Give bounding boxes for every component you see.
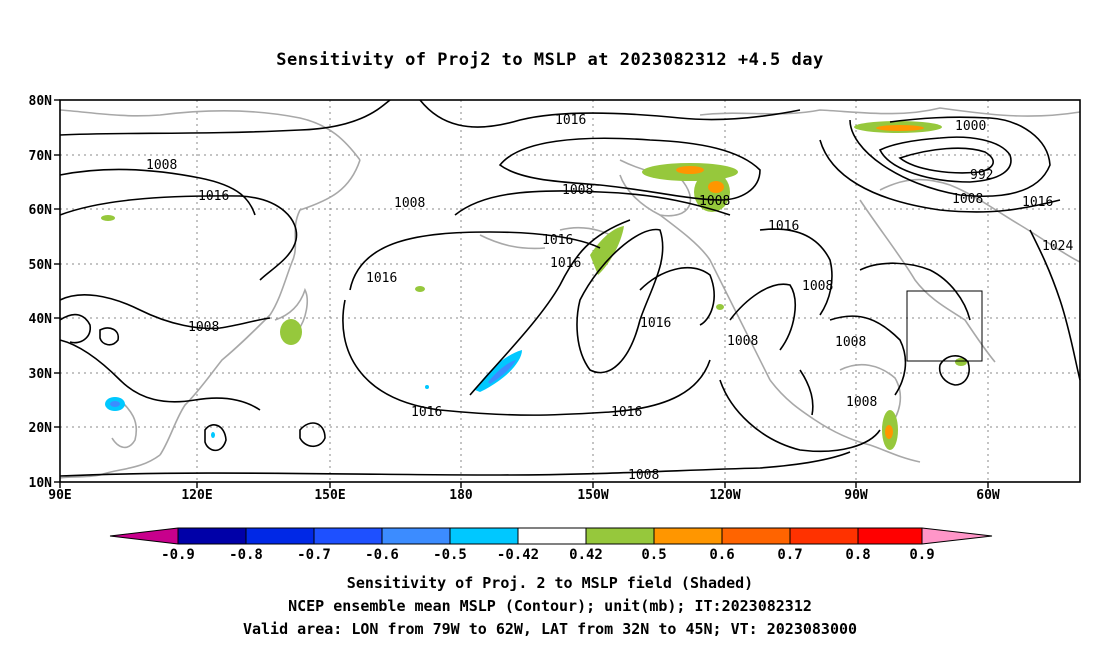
colorbar-label: -0.7 <box>297 547 331 563</box>
contour-label: 1008 <box>628 468 659 483</box>
contour-label: 1008 <box>802 279 833 294</box>
colorbar-label: -0.6 <box>365 547 399 563</box>
contour-label: 1008 <box>699 194 730 209</box>
colorbar-label: 0.6 <box>709 547 734 563</box>
y-tick-label: 60N <box>29 203 53 218</box>
colorbar-label: 0.7 <box>777 547 802 563</box>
x-tick-label: 90W <box>844 488 868 503</box>
coastlines <box>59 107 1081 479</box>
colorbar-label: -0.42 <box>497 547 539 563</box>
contour-label: 1016 <box>768 219 799 234</box>
map-title: Sensitivity of Proj2 to MSLP at 20230823… <box>276 50 824 70</box>
caption-line-3: Valid area: LON from 79W to 62W, LAT fro… <box>242 620 858 638</box>
contour-label: 1016 <box>555 113 586 128</box>
y-tick-label: 40N <box>29 312 53 327</box>
contour-label: 992 <box>970 168 993 183</box>
colorbar-cell <box>722 528 790 544</box>
x-tick-label: 120W <box>709 488 740 503</box>
colorbar-cell <box>178 528 246 544</box>
grid-lines <box>60 100 1080 482</box>
caption-line-1: Sensitivity of Proj. 2 to MSLP field (Sh… <box>346 574 754 592</box>
x-tick-label: 90E <box>48 488 71 503</box>
valid-area-box <box>906 290 983 362</box>
y-tick-label: 10N <box>29 476 53 491</box>
y-tick-label: 50N <box>29 258 53 273</box>
sensitivity-shading <box>101 121 967 450</box>
x-tick-label: 180 <box>449 488 473 503</box>
colorbar-cell <box>518 528 586 544</box>
colorbar-cell <box>790 528 858 544</box>
contour-label: 1008 <box>146 158 177 173</box>
colorbar-cell <box>246 528 314 544</box>
y-tick-label: 30N <box>29 367 53 382</box>
contour-label: 1008 <box>188 320 219 335</box>
colorbar-cell <box>450 528 518 544</box>
caption-line-2: NCEP ensemble mean MSLP (Contour); unit(… <box>288 597 812 615</box>
colorbar-cell <box>314 528 382 544</box>
contour-label: 1016 <box>1022 195 1053 210</box>
colorbar-label: 0.5 <box>641 547 666 563</box>
colorbar-label: 0.8 <box>845 547 870 563</box>
y-tick-label: 70N <box>29 149 53 164</box>
x-tick-label: 60W <box>976 488 1000 503</box>
contour-label: 1016 <box>366 271 397 286</box>
map-frame <box>59 99 1081 483</box>
colorbar-cell <box>110 528 178 544</box>
colorbar-cell <box>586 528 654 544</box>
x-tick-label: 150E <box>314 488 345 503</box>
colorbar-label: 0.42 <box>569 547 603 563</box>
colorbar-cell <box>858 528 922 544</box>
colorbar-cell <box>382 528 450 544</box>
contour-label: 1000 <box>955 119 986 134</box>
y-tick-label: 20N <box>29 421 53 436</box>
x-tick-label: 120E <box>181 488 212 503</box>
contour-label: 1016 <box>198 189 229 204</box>
axis-ticks <box>54 99 989 488</box>
y-tick-label: 80N <box>29 94 53 109</box>
colorbar-label: -0.5 <box>433 547 467 563</box>
colorbar-label: -0.8 <box>229 547 263 563</box>
colorbar-label: -0.9 <box>161 547 195 563</box>
colorbar-cell <box>922 528 992 544</box>
x-tick-label: 150W <box>577 488 608 503</box>
contour-label: 1008 <box>846 395 877 410</box>
colorbar-cell <box>654 528 722 544</box>
contour-label: 1016 <box>411 405 442 420</box>
contour-label: 1016 <box>550 256 581 271</box>
y-tick-labels: 80N 70N 60N 50N 40N 30N 20N 10N <box>29 94 53 491</box>
mslp-contours <box>59 99 1081 477</box>
colorbar-label: 0.9 <box>909 547 934 563</box>
x-tick-labels: 90E 120E 150E 180 150W 120W 90W 60W <box>48 488 1000 503</box>
contour-label: 1008 <box>394 196 425 211</box>
contour-label: 1016 <box>640 316 671 331</box>
contour-label-group: 1016 1000 992 1008 1016 1008 1016 1024 1… <box>146 113 1073 483</box>
contour-label: 1016 <box>611 405 642 420</box>
contour-label: 1008 <box>562 183 593 198</box>
contour-label: 1008 <box>727 334 758 349</box>
contour-label: 1016 <box>542 233 573 248</box>
contour-label: 1008 <box>835 335 866 350</box>
contour-label: 1024 <box>1042 239 1073 254</box>
colorbar: -0.9 -0.8 -0.7 -0.6 -0.5 -0.42 0.42 0.5 … <box>109 527 993 563</box>
contour-label: 1008 <box>952 192 983 207</box>
